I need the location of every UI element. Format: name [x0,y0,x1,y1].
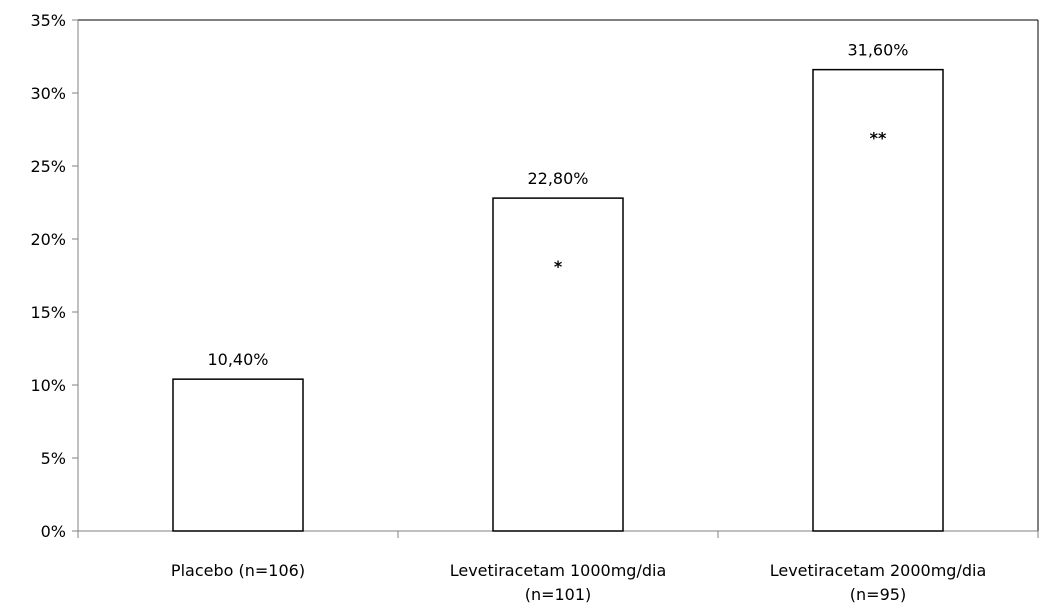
bar [492,197,624,532]
x-category-label-line: (n=95) [850,585,906,604]
significance-marker: ** [870,129,887,148]
y-tick-label: 20% [30,230,66,249]
bar-value-label: 10,40% [207,350,268,369]
y-tick-label: 0% [41,522,66,541]
x-category-label-line: Levetiracetam 2000mg/dia [770,561,987,580]
y-tick-label: 5% [41,449,66,468]
bar-value-label: 31,60% [847,41,908,60]
y-axis: 0% 5% 10% 15% 20% 25% 30% 35% [30,11,78,541]
x-category-label: Levetiracetam 2000mg/dia (n=95) [770,561,987,604]
bar [172,378,304,532]
y-tick-label: 30% [30,84,66,103]
y-tick-label: 25% [30,157,66,176]
x-category-label: Levetiracetam 1000mg/dia (n=101) [450,561,667,604]
significance-marker: * [554,257,563,276]
x-category-label: Placebo (n=106) [171,561,305,580]
bar [812,68,944,532]
x-category-label-line: Levetiracetam 1000mg/dia [450,561,667,580]
y-tick-label: 35% [30,11,66,30]
x-category-label-line: Placebo (n=106) [171,561,305,580]
data-labels-group: 10,40% 22,80% * 31,60% ** [207,41,908,370]
bars-group [172,68,944,532]
bar-value-label: 22,80% [527,169,588,188]
x-category-label-line: (n=101) [525,585,592,604]
x-axis: Placebo (n=106) Levetiracetam 1000mg/dia (… [77,531,1039,604]
y-tick-label: 10% [30,376,66,395]
y-tick-label: 15% [30,303,66,322]
